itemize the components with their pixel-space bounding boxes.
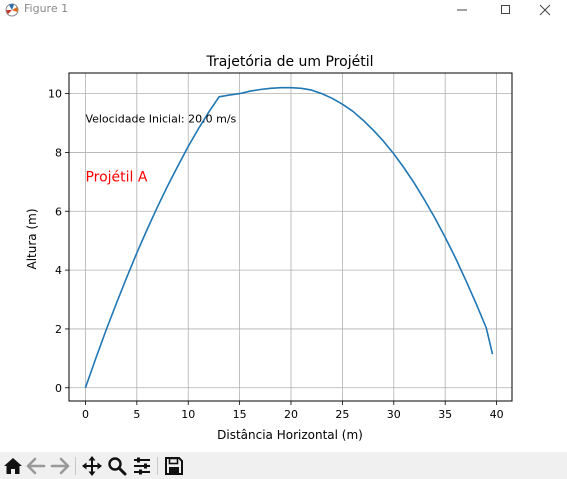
navigation-toolbar bbox=[0, 452, 567, 479]
matplotlib-logo-icon bbox=[5, 3, 19, 17]
floppy-disk-icon bbox=[164, 456, 184, 476]
ticks-layer: 0 5 10 15 20 25 30 35 40 0 2 4 6 8 10 bbox=[48, 88, 504, 421]
minimize-button[interactable] bbox=[440, 0, 484, 20]
y-tick-label: 6 bbox=[55, 205, 62, 218]
chart-title: Trajetória de um Projétil bbox=[206, 54, 374, 70]
toolbar-separator bbox=[157, 457, 158, 475]
y-tick-label: 2 bbox=[55, 323, 62, 336]
x-tick-label: 5 bbox=[133, 408, 140, 421]
magnifier-icon bbox=[107, 456, 127, 476]
x-tick-label: 0 bbox=[82, 408, 89, 421]
minimize-icon bbox=[456, 4, 468, 16]
x-tick-label: 25 bbox=[335, 408, 349, 421]
window-title: Figure 1 bbox=[24, 2, 68, 15]
y-tick-label: 8 bbox=[55, 146, 62, 159]
y-tick-label: 0 bbox=[55, 382, 62, 395]
pan-button[interactable] bbox=[81, 456, 103, 476]
trajectory-chart: 0 5 10 15 20 25 30 35 40 0 2 4 6 8 10 Velocidade Inici… bbox=[0, 20, 567, 450]
forward-button[interactable] bbox=[49, 456, 71, 476]
window-titlebar: Figure 1 bbox=[0, 0, 567, 20]
x-tick-label: 35 bbox=[438, 408, 452, 421]
arrow-left-icon bbox=[26, 457, 46, 475]
sliders-icon bbox=[132, 456, 152, 476]
home-icon bbox=[3, 457, 23, 475]
save-button[interactable] bbox=[163, 456, 185, 476]
x-tick-label: 20 bbox=[284, 408, 298, 421]
maximize-button[interactable] bbox=[484, 0, 528, 20]
close-icon bbox=[539, 4, 551, 16]
home-button[interactable] bbox=[2, 456, 24, 476]
zoom-button[interactable] bbox=[106, 456, 128, 476]
back-button[interactable] bbox=[25, 456, 47, 476]
toolbar-separator bbox=[75, 457, 76, 475]
velocity-annotation: Velocidade Inicial: 20.0 m/s bbox=[85, 113, 236, 126]
move-icon bbox=[82, 456, 102, 476]
arrow-right-icon bbox=[50, 457, 70, 475]
trajectory-line bbox=[85, 88, 492, 388]
configure-subplots-button[interactable] bbox=[131, 456, 153, 476]
x-tick-label: 10 bbox=[181, 408, 195, 421]
y-tick-label: 10 bbox=[48, 88, 62, 101]
x-tick-label: 40 bbox=[490, 408, 504, 421]
x-axis-label: Distância Horizontal (m) bbox=[217, 428, 363, 442]
close-button[interactable] bbox=[523, 0, 567, 20]
y-tick-label: 4 bbox=[55, 264, 62, 277]
y-axis-label: Altura (m) bbox=[25, 208, 39, 269]
projectile-label: Projétil A bbox=[85, 169, 147, 185]
figure-canvas[interactable]: 0 5 10 15 20 25 30 35 40 0 2 4 6 8 10 Velocidade Inici… bbox=[0, 20, 567, 450]
maximize-icon bbox=[500, 4, 512, 16]
x-tick-label: 30 bbox=[387, 408, 401, 421]
series-layer bbox=[85, 88, 492, 388]
annotations-layer: Velocidade Inicial: 20.0 m/s Projétil A bbox=[85, 113, 236, 186]
x-tick-label: 15 bbox=[233, 408, 247, 421]
